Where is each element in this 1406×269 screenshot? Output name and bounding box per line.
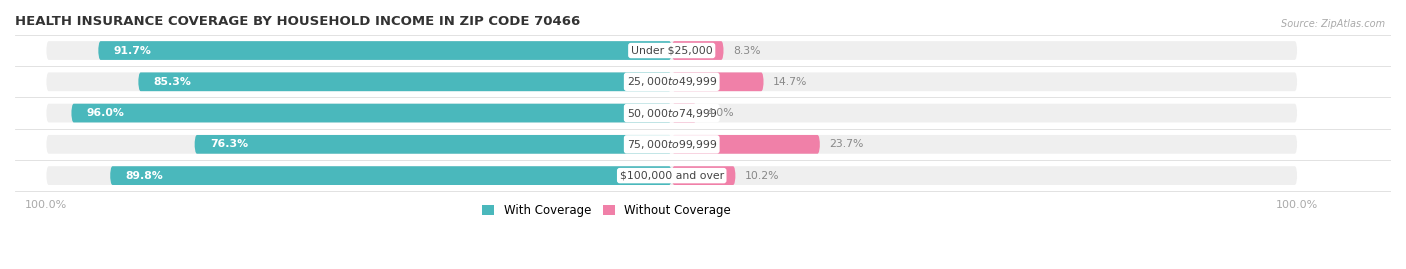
FancyBboxPatch shape [194, 135, 672, 154]
Text: HEALTH INSURANCE COVERAGE BY HOUSEHOLD INCOME IN ZIP CODE 70466: HEALTH INSURANCE COVERAGE BY HOUSEHOLD I… [15, 15, 581, 28]
FancyBboxPatch shape [72, 104, 672, 122]
Text: 8.3%: 8.3% [733, 45, 761, 55]
FancyBboxPatch shape [672, 104, 697, 122]
Text: 85.3%: 85.3% [153, 77, 191, 87]
FancyBboxPatch shape [672, 166, 735, 185]
Text: $50,000 to $74,999: $50,000 to $74,999 [627, 107, 717, 120]
Text: $75,000 to $99,999: $75,000 to $99,999 [627, 138, 717, 151]
Text: Source: ZipAtlas.com: Source: ZipAtlas.com [1281, 19, 1385, 29]
Text: $100,000 and over: $100,000 and over [620, 171, 724, 180]
FancyBboxPatch shape [672, 72, 763, 91]
Text: 23.7%: 23.7% [830, 139, 863, 149]
Text: 4.0%: 4.0% [706, 108, 734, 118]
Text: 10.2%: 10.2% [745, 171, 779, 180]
FancyBboxPatch shape [46, 135, 1298, 154]
FancyBboxPatch shape [672, 41, 724, 60]
FancyBboxPatch shape [46, 166, 1298, 185]
Text: 76.3%: 76.3% [209, 139, 249, 149]
Text: 14.7%: 14.7% [773, 77, 807, 87]
Text: 91.7%: 91.7% [114, 45, 152, 55]
FancyBboxPatch shape [110, 166, 672, 185]
FancyBboxPatch shape [46, 72, 1298, 91]
FancyBboxPatch shape [98, 41, 672, 60]
FancyBboxPatch shape [672, 135, 820, 154]
FancyBboxPatch shape [138, 72, 672, 91]
Text: $25,000 to $49,999: $25,000 to $49,999 [627, 75, 717, 88]
Text: 96.0%: 96.0% [87, 108, 125, 118]
Text: Under $25,000: Under $25,000 [631, 45, 713, 55]
FancyBboxPatch shape [46, 41, 1298, 60]
Legend: With Coverage, Without Coverage: With Coverage, Without Coverage [478, 200, 735, 222]
Text: 89.8%: 89.8% [125, 171, 163, 180]
FancyBboxPatch shape [46, 104, 1298, 122]
